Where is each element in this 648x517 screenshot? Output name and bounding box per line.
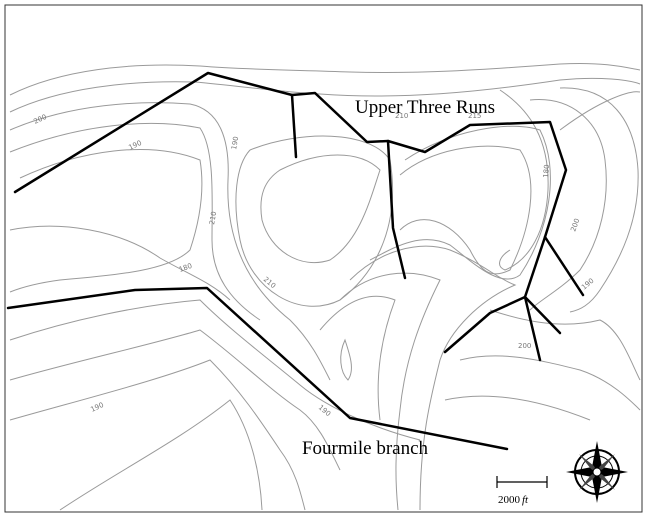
stream-label: Upper Three Runs <box>355 97 495 118</box>
stream-line <box>386 139 407 280</box>
contour-label: 180 <box>542 164 551 178</box>
scale-unit: ft <box>522 494 529 506</box>
stream-line <box>543 235 585 297</box>
contour-label: 210 <box>208 211 218 226</box>
compass <box>566 441 628 503</box>
stream-line <box>523 295 542 362</box>
contour-label: 200 <box>518 342 531 350</box>
stream-label: Fourmile branch <box>302 438 429 459</box>
stream-line <box>290 93 298 159</box>
scale-distance: 2000 <box>498 494 521 506</box>
stream-line <box>6 286 509 451</box>
frame <box>4 4 643 513</box>
contour-label: 215 <box>468 112 481 120</box>
contours <box>9 62 641 511</box>
contour-label: 190 <box>230 136 240 151</box>
streams <box>6 71 585 451</box>
contour-label: 210 <box>395 112 408 120</box>
scale-bar: 2000 ft <box>496 476 548 506</box>
stream-line <box>13 71 568 299</box>
stream-line <box>443 295 527 354</box>
stream-line <box>523 295 562 335</box>
